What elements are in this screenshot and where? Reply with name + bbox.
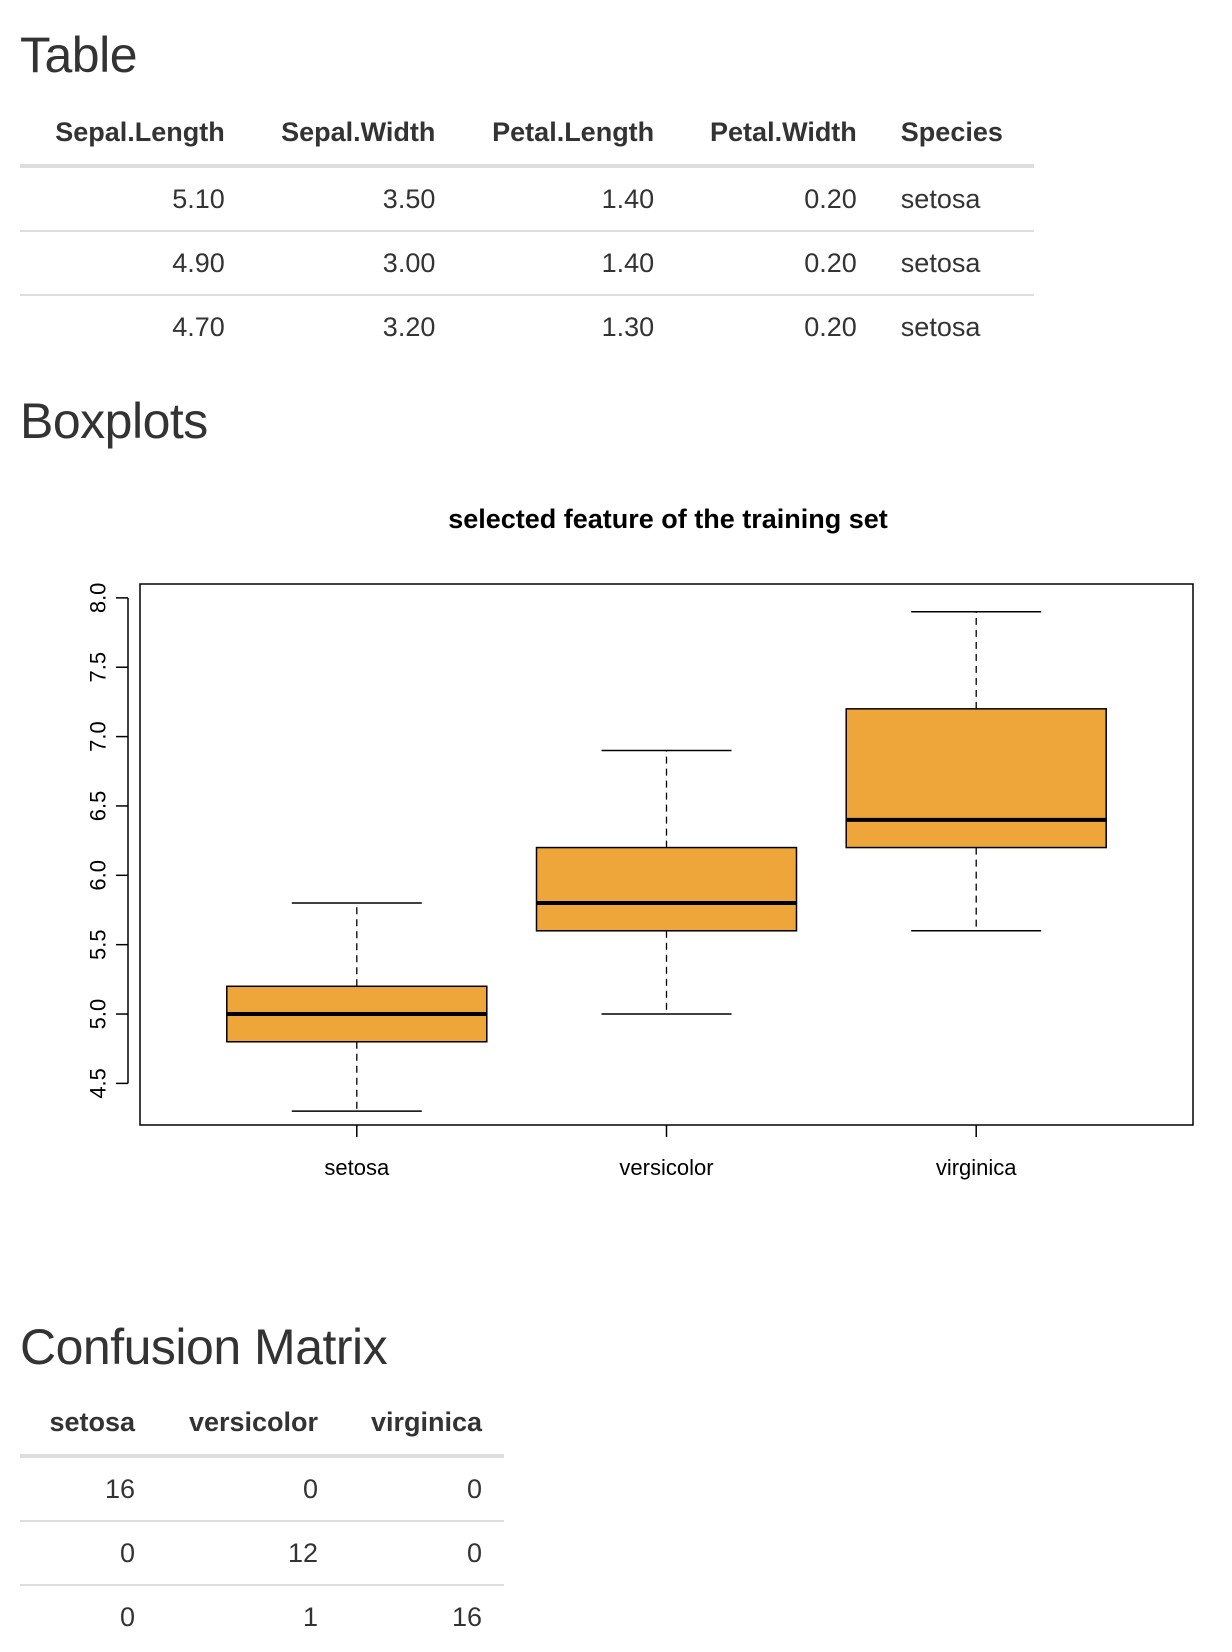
table-cell: 0	[20, 1584, 157, 1648]
table-header-row: setosa versicolor virginica	[20, 1390, 504, 1458]
box-versicolor	[535, 846, 798, 932]
table-cell: 0.20	[676, 230, 879, 295]
table-cell: 1.40	[457, 230, 677, 295]
y-tick-label: 6.0	[86, 860, 111, 891]
table-cell: 16	[340, 1584, 504, 1648]
data-table: Sepal.Length Sepal.Width Petal.Length Pe…	[20, 100, 1034, 358]
plot-area: 4.5 5.0 5.5 6.0 6.5 7.0 7.5 8.0 setosa versicolor…	[86, 583, 1194, 1180]
table-cell: 1.40	[601, 183, 655, 214]
boxplots-section-title: Boxplots	[20, 393, 208, 449]
table-cell: 0	[466, 1473, 482, 1504]
table-row: 4.70 3.20 1.30 0.20 setosa	[20, 294, 1034, 358]
y-tick-label: 7.5	[86, 652, 111, 683]
confusion-matrix-section-title: Confusion Matrix	[20, 1319, 388, 1375]
table-row: 16 0 0	[20, 1456, 504, 1521]
table-cell: 1.30	[457, 294, 677, 358]
column-header: Petal.Width	[676, 100, 879, 168]
boxplot-chart: selected feature of the training set 4.5…	[86, 504, 1194, 1180]
table-cell: 1	[157, 1584, 341, 1648]
table-cell: 4.90	[20, 230, 247, 295]
x-tick-label: setosa	[324, 1155, 390, 1180]
table-cell: 4.70	[20, 294, 247, 358]
table-row: 0 12 0	[20, 1520, 504, 1585]
table-cell: 0	[340, 1520, 504, 1585]
table-cell: 0.20	[804, 183, 857, 214]
x-tick-label: virginica	[936, 1155, 1017, 1180]
y-tick-label: 5.5	[86, 929, 111, 960]
table-cell: setosa	[900, 183, 981, 214]
y-tick-label: 7.0	[86, 721, 111, 752]
column-header: Petal.Length	[457, 100, 677, 168]
table-cell: 0.20	[676, 294, 879, 358]
y-tick-label: 8.0	[86, 583, 111, 614]
table-cell: 3.00	[246, 230, 458, 295]
table-cell: 3.20	[246, 294, 458, 358]
table-cell: setosa	[878, 294, 1034, 358]
table-cell: 5.10	[172, 183, 225, 214]
table-row: 0 1 16	[20, 1584, 504, 1648]
table-row: 4.90 3.00 1.40 0.20 setosa	[20, 230, 1034, 295]
x-tick-label: versicolor	[619, 1155, 713, 1180]
table-section-title: Table	[20, 27, 138, 83]
column-header: Sepal.Length	[20, 100, 247, 168]
table-cell: 3.50	[382, 183, 436, 214]
column-header: Species	[878, 100, 1034, 168]
y-tick-label: 5.0	[86, 999, 111, 1030]
table-row: 5.10 3.50 1.40 0.20 setosa	[20, 166, 1034, 231]
table-cell: 12	[157, 1520, 341, 1585]
column-header: Sepal.Width	[246, 100, 458, 168]
column-header: virginica	[340, 1390, 504, 1458]
table-cell: 0	[302, 1473, 319, 1504]
chart-title: selected feature of the training set	[448, 504, 888, 534]
table-cell: 16	[104, 1473, 135, 1504]
y-tick-label: 4.5	[86, 1068, 111, 1099]
table-cell: setosa	[878, 230, 1034, 295]
table-cell: 0	[20, 1520, 157, 1585]
column-header: setosa	[20, 1390, 157, 1458]
y-tick-label: 6.5	[86, 791, 111, 822]
column-header: versicolor	[157, 1390, 341, 1458]
box-virginica	[845, 708, 1107, 849]
table-header-row: Sepal.Length Sepal.Width Petal.Length Pe…	[20, 100, 1034, 168]
confusion-matrix-table: setosa versicolor virginica 16 0 0 0 12 …	[20, 1390, 504, 1648]
